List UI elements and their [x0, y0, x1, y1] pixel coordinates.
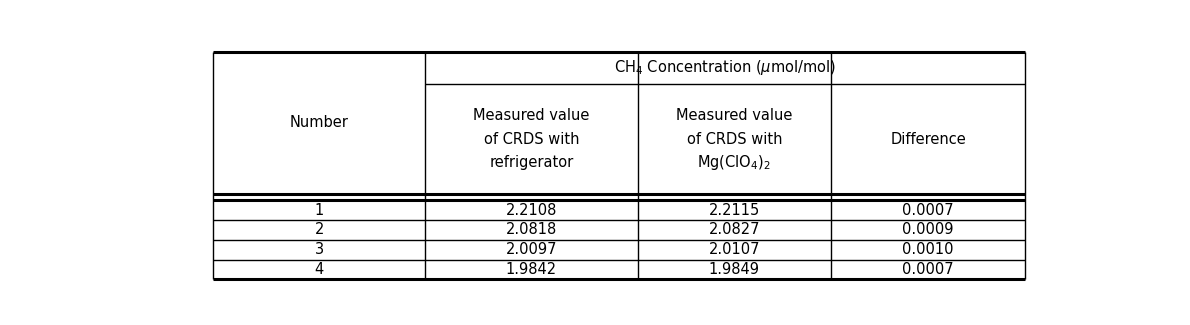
Text: Number: Number — [290, 115, 349, 130]
Text: 2.2108: 2.2108 — [506, 203, 557, 218]
Text: 0.0007: 0.0007 — [902, 203, 954, 218]
Text: 2.2115: 2.2115 — [709, 203, 760, 218]
Text: Measured value: Measured value — [474, 108, 590, 123]
Text: Measured value: Measured value — [676, 108, 793, 123]
Text: 0.0010: 0.0010 — [902, 242, 954, 257]
Text: 0.0007: 0.0007 — [902, 262, 954, 277]
Text: 0.0009: 0.0009 — [902, 223, 954, 238]
Text: 4: 4 — [314, 262, 324, 277]
Text: of CRDS with: of CRDS with — [483, 132, 580, 147]
Text: 2.0818: 2.0818 — [506, 223, 557, 238]
Text: 2.0097: 2.0097 — [506, 242, 557, 257]
Text: CH$_4$ Concentration ($\mu$mol/mol): CH$_4$ Concentration ($\mu$mol/mol) — [614, 58, 837, 77]
Text: 1.9849: 1.9849 — [709, 262, 760, 277]
Text: 2: 2 — [314, 223, 324, 238]
Text: 1.9842: 1.9842 — [506, 262, 557, 277]
Text: refrigerator: refrigerator — [489, 155, 574, 170]
Text: Difference: Difference — [890, 132, 966, 147]
Text: 2.0827: 2.0827 — [708, 223, 760, 238]
Text: 3: 3 — [315, 242, 324, 257]
Text: 1: 1 — [314, 203, 324, 218]
Text: 2.0107: 2.0107 — [708, 242, 760, 257]
Text: of CRDS with: of CRDS with — [687, 132, 782, 147]
Text: Mg(ClO$_4$)$_2$: Mg(ClO$_4$)$_2$ — [697, 153, 771, 172]
